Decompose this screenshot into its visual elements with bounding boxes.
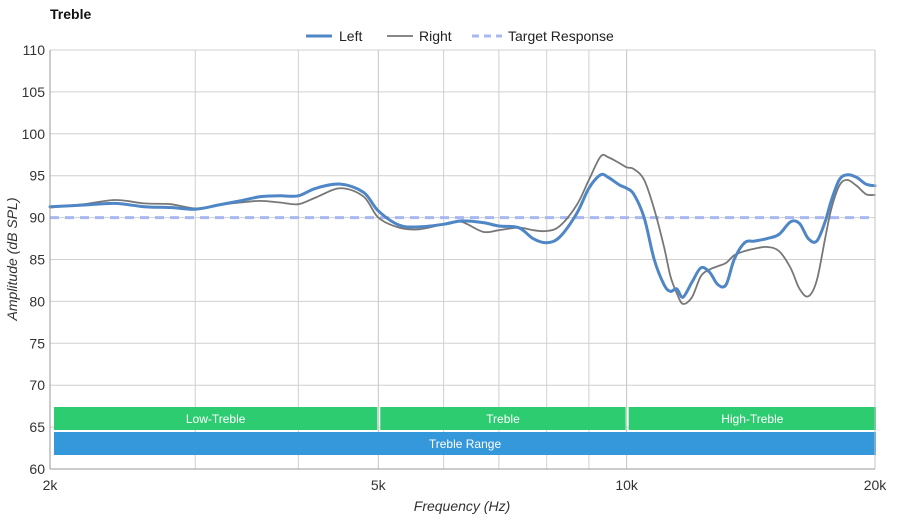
band-treble bbox=[380, 407, 626, 430]
y-tick-label: 90 bbox=[29, 210, 45, 226]
axes bbox=[49, 50, 876, 470]
x-tick-label: 20k bbox=[864, 477, 888, 493]
y-tick-label: 65 bbox=[29, 419, 45, 435]
x-tick-label: 2k bbox=[43, 477, 59, 493]
band-treble-range bbox=[54, 432, 876, 455]
band-label: Treble bbox=[486, 412, 520, 426]
legend: Left Right Target Response bbox=[306, 28, 614, 44]
x-tick-labels: 2k 5k 10k 20k bbox=[43, 477, 888, 493]
series-lines bbox=[48, 153, 877, 305]
y-tick-labels: 60 65 70 75 80 85 90 95 100 105 110 bbox=[22, 42, 46, 477]
y-tick-label: 100 bbox=[22, 126, 46, 142]
y-tick-label: 105 bbox=[22, 84, 46, 100]
series-left bbox=[48, 172, 877, 299]
x-tick-label: 5k bbox=[371, 477, 387, 493]
y-tick-label: 80 bbox=[29, 293, 45, 309]
series-right bbox=[49, 153, 876, 305]
y-tick-label: 75 bbox=[29, 335, 45, 351]
y-tick-label: 95 bbox=[29, 168, 45, 184]
y-axis-label: Amplitude (dB SPL) bbox=[4, 198, 20, 322]
band-label: Treble Range bbox=[429, 437, 502, 451]
legend-label: Left bbox=[339, 28, 362, 44]
chart-title: Treble bbox=[50, 6, 91, 22]
band-low-treble bbox=[54, 407, 378, 430]
y-tick-label: 70 bbox=[29, 377, 45, 393]
band-high-treble bbox=[628, 407, 876, 430]
grid bbox=[49, 49, 876, 470]
x-tick-label: 10k bbox=[615, 477, 639, 493]
x-axis-label: Frequency (Hz) bbox=[414, 498, 510, 514]
band-label: Low-Treble bbox=[186, 412, 246, 426]
band-label: High-Treble bbox=[721, 412, 784, 426]
frequency-bands: Low-Treble Treble High-Treble Treble Range bbox=[54, 407, 876, 455]
legend-label: Target Response bbox=[508, 28, 614, 44]
y-tick-label: 85 bbox=[29, 252, 45, 268]
y-tick-label: 60 bbox=[29, 461, 45, 477]
y-tick-label: 110 bbox=[23, 42, 46, 58]
legend-label: Right bbox=[419, 28, 452, 44]
